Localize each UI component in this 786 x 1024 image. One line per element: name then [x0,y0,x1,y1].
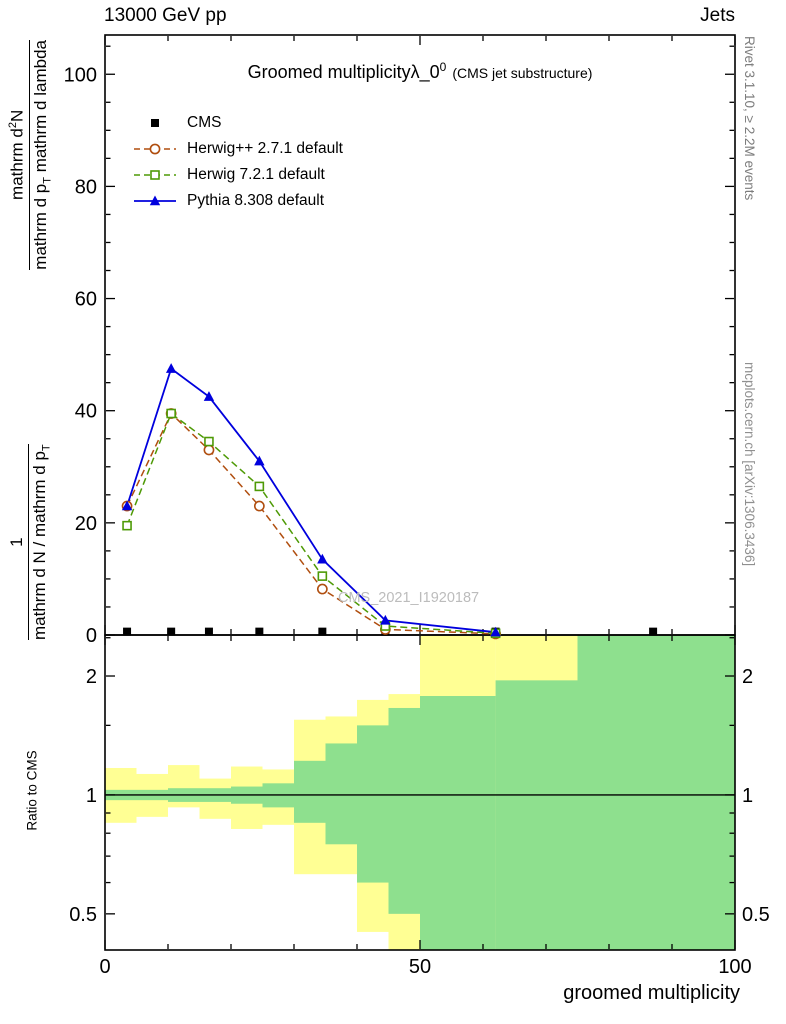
legend-label-herwigpp: Herwig++ 2.7.1 default [187,140,343,157]
svg-text:1: 1 [86,785,97,807]
plot-title-lambda: λ_0 [410,62,440,82]
plot-title-paren: (CMS jet substructure) [452,65,593,81]
ratio-axis-title: Ratio to CMS [24,750,40,831]
x-axis-title: groomed multiplicity [563,982,740,1004]
beam-energy-label: 13000 GeV pp [104,5,227,26]
analysis-group-label: Jets [700,5,735,26]
svg-text:80: 80 [75,176,97,198]
svg-text:50: 50 [409,956,431,978]
legend-item-herwigpp: Herwig++ 2.7.1 default [132,136,343,162]
y-axis-title: 1 mathrm d N / mathrm d pT mathrm d2N ma… [2,40,58,640]
legend-item-herwig7: Herwig 7.2.1 default [132,162,343,188]
y-axis-fraction-2: mathrm d2N mathrm d pT mathrm d lambda [6,40,54,270]
svg-text:0: 0 [86,625,97,647]
svg-text:100: 100 [718,956,751,978]
cms-marker-icon [132,114,178,132]
svg-text:40: 40 [75,401,97,423]
legend: CMS Herwig++ 2.7.1 default Herwig 7.2.1 … [132,110,343,214]
svg-text:60: 60 [75,289,97,311]
svg-text:100: 100 [64,64,97,86]
analysis-id-watermark: CMS_2021_I1920187 [338,590,480,606]
y-axis-frac1-numerator: 1 [7,444,30,640]
svg-text:2: 2 [86,666,97,688]
svg-text:0: 0 [99,956,110,978]
plot-title-main: Groomed multiplicity [247,62,411,82]
svg-text:0.5: 0.5 [69,904,97,926]
plot-title: Groomed multiplicityλ_00 (CMS jet substru… [150,60,690,83]
pythia-marker-icon [132,192,178,210]
y-axis-frac2-numerator: mathrm d2N [6,40,30,270]
svg-text:1: 1 [742,785,753,807]
legend-item-cms: CMS [132,110,343,136]
herwig7-marker-icon [132,166,178,184]
legend-item-pythia: Pythia 8.308 default [132,188,343,214]
legend-label-pythia: Pythia 8.308 default [187,192,325,209]
y-axis-frac2-denominator: mathrm d pT mathrm d lambda [30,40,54,270]
svg-text:2: 2 [742,666,753,688]
svg-text:20: 20 [75,513,97,535]
svg-text:0.5: 0.5 [742,904,770,926]
herwigpp-marker-icon [132,140,178,158]
mcplots-reference-note: mcplots.cern.ch [arXiv:1306.3436] [742,362,757,567]
legend-label-cms: CMS [187,114,222,131]
legend-label-herwig7: Herwig 7.2.1 default [187,166,325,183]
plot-title-superscript: 0 [439,60,447,74]
y-axis-fraction-1: 1 mathrm d N / mathrm d pT [7,444,53,640]
rivet-version-note: Rivet 3.1.10, ≥ 2.2M events [742,36,757,201]
y-axis-frac1-denominator: mathrm d N / mathrm d pT [30,444,53,640]
